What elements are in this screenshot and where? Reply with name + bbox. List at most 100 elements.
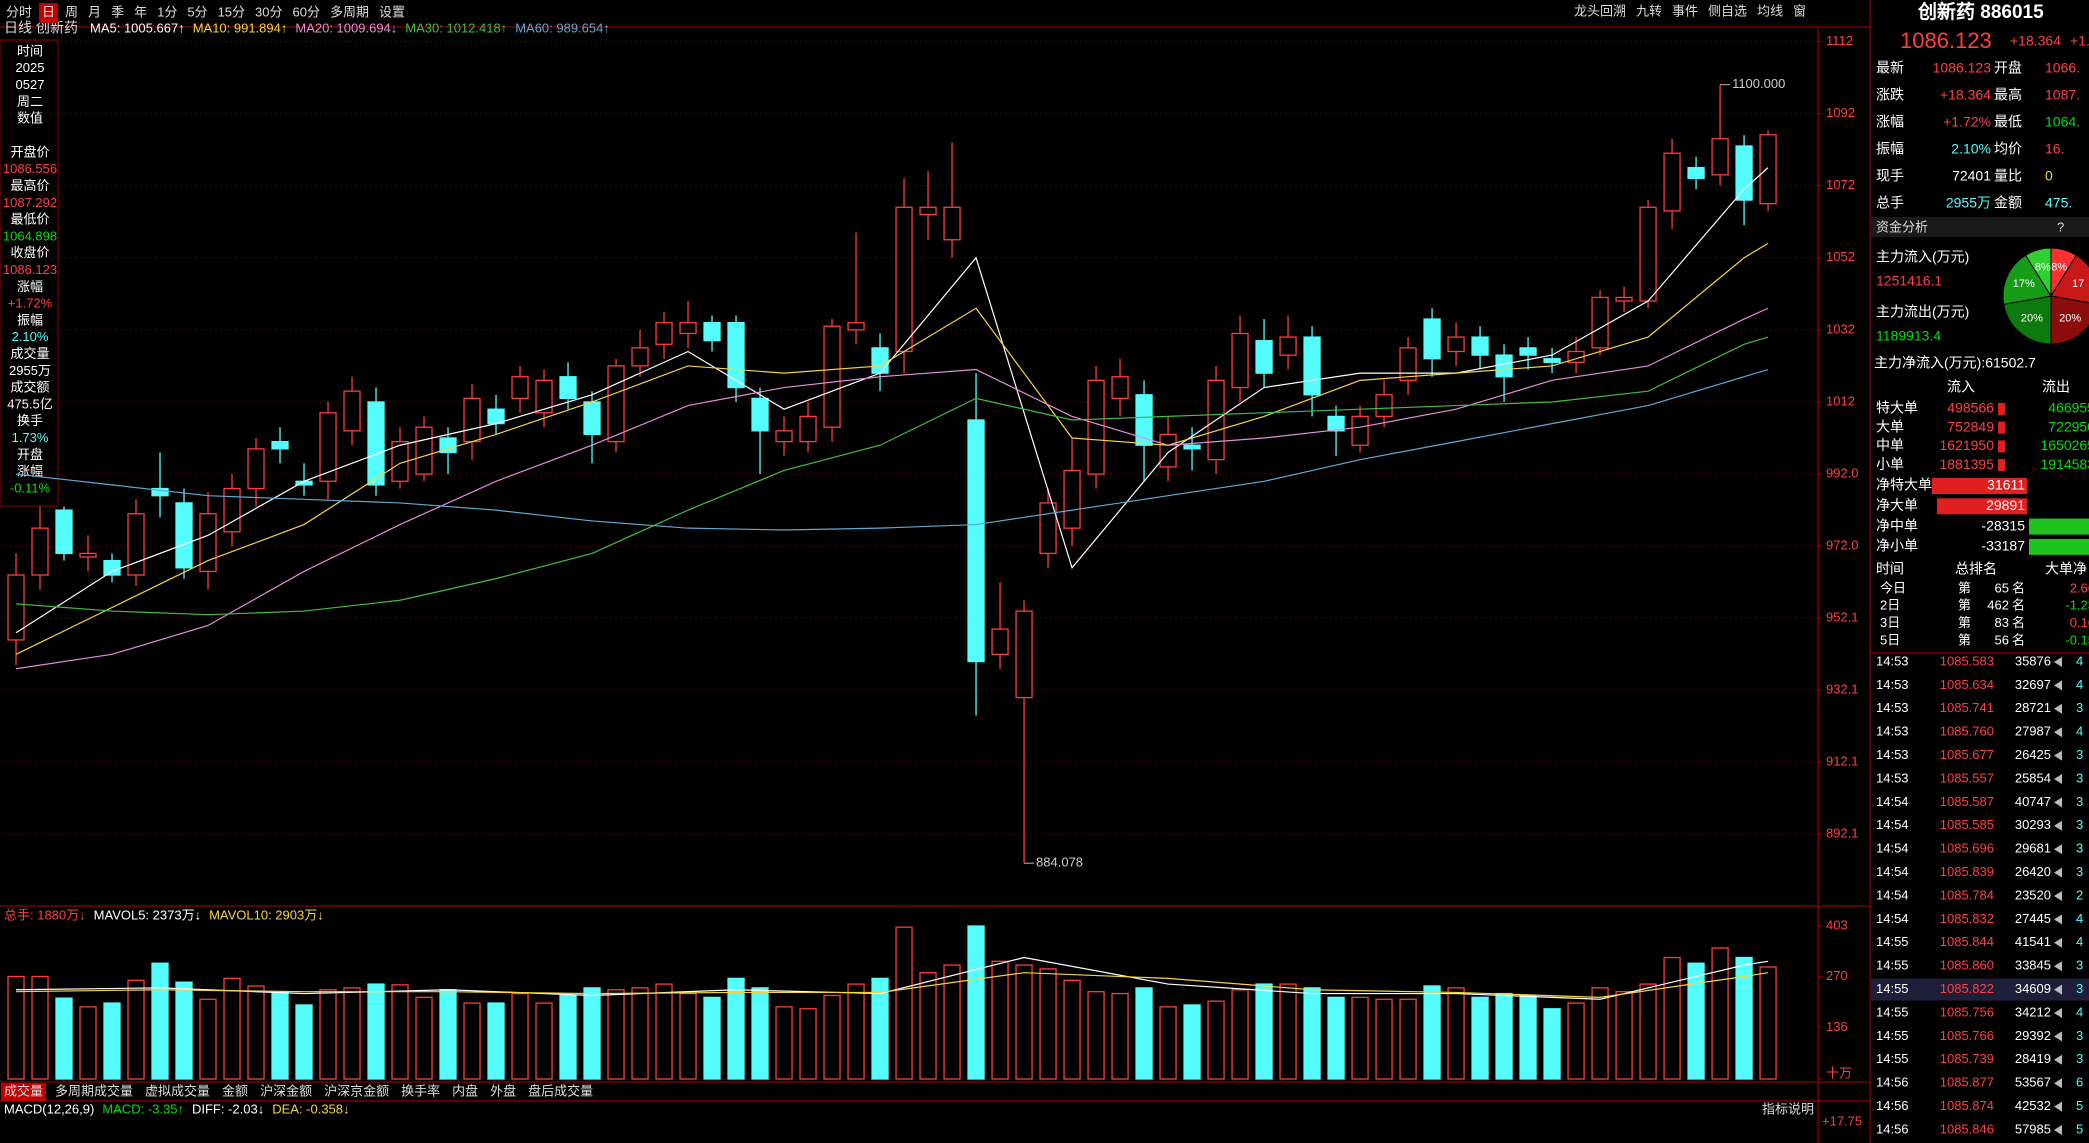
pane-tab[interactable]: 虚拟成交量 — [145, 1083, 210, 1098]
volume-bar — [247, 985, 265, 1080]
quote-value: 16. — [2045, 141, 2064, 157]
volume-bar — [439, 989, 457, 1080]
tick-time: 14:55 — [1876, 958, 1909, 973]
toolbar-tool[interactable]: 事件 — [1672, 3, 1698, 18]
tick-arrow — [2054, 891, 2062, 901]
rank-header: 总排名 — [1955, 561, 1997, 577]
table-value: 1914583 — [2040, 456, 2089, 472]
rank-net: -1.23 — [2065, 598, 2089, 613]
toolbar-tab[interactable]: 设置 — [379, 4, 405, 19]
table-value: 498566 — [1947, 400, 1994, 416]
volume-bar — [1759, 966, 1777, 1080]
toolbar-tool[interactable]: 窗 — [1793, 3, 1806, 18]
volume-bar — [943, 964, 961, 1080]
toolbar-tool[interactable]: 侧自选 — [1708, 3, 1747, 18]
tick-price: 1085.739 — [1940, 1051, 1994, 1066]
tick-arrow — [2054, 937, 2062, 948]
tick-volume: 29392 — [2015, 1028, 2051, 1043]
table-value: 1881395 — [1939, 456, 1994, 472]
pane-tab[interactable]: 沪深京金额 — [324, 1083, 389, 1098]
pane-tab[interactable]: 内盘 — [452, 1083, 478, 1098]
rank-text: 第 — [1958, 615, 1971, 630]
volume-bar — [151, 962, 169, 1080]
volume-bar — [415, 996, 433, 1080]
toolbar-tab[interactable]: 60分 — [293, 4, 320, 19]
volume-bar — [55, 997, 73, 1080]
toolbar-tab[interactable]: 多周期 — [330, 4, 369, 19]
toolbar-tab[interactable]: 年 — [134, 4, 147, 19]
info-text: 1087.292 — [3, 195, 57, 210]
candle-body — [799, 415, 817, 443]
candle-body — [439, 437, 457, 454]
tick-count: 5 — [2076, 1098, 2083, 1113]
pane-tab[interactable]: 盘后成交量 — [528, 1083, 593, 1098]
candle-body — [1519, 347, 1537, 356]
tick-volume: 26425 — [2015, 747, 2051, 762]
pie-slice — [2002, 254, 2052, 305]
quote-label: 最新 — [1876, 60, 1904, 76]
candle-body — [1255, 340, 1273, 374]
y-tick-label: 1092 — [1826, 105, 1855, 120]
toolbar-tab[interactable]: 分时 — [6, 4, 32, 19]
pane-tab[interactable]: 换手率 — [401, 1083, 440, 1098]
tick-count: 4 — [2076, 677, 2083, 692]
toolbar-tab[interactable]: 周 — [65, 4, 78, 19]
tick-arrow — [2054, 797, 2062, 808]
tick-price: 1085.846 — [1940, 1121, 1994, 1136]
net-value: -28315 — [1981, 517, 2025, 533]
help-button[interactable]: ? — [2057, 219, 2064, 234]
candle-body — [1543, 358, 1561, 363]
candle-body — [1159, 433, 1177, 468]
tick-volume: 42532 — [2015, 1098, 2051, 1113]
quote-value: 1064. — [2045, 114, 2080, 130]
help-button[interactable]: 指标说明 — [1762, 1101, 1814, 1116]
tick-volume: 27987 — [2015, 724, 2051, 739]
pane-tab[interactable]: 金额 — [222, 1083, 248, 1098]
y-tick-label: 912.1 — [1826, 754, 1859, 769]
table-marker — [1998, 459, 2005, 472]
tick-volume: 32697 — [2015, 677, 2051, 692]
candle-body — [1495, 354, 1513, 378]
toolbar-tool[interactable]: 均线 — [1757, 3, 1783, 18]
candle-body — [1135, 394, 1153, 446]
candle-body — [679, 322, 697, 335]
pie-label: 20% — [2021, 313, 2043, 325]
volume-bar — [679, 992, 697, 1080]
info-text: 涨幅 — [17, 279, 43, 294]
toolbar-tab[interactable]: 月 — [88, 4, 101, 19]
toolbar-tab[interactable]: 15分 — [218, 4, 245, 19]
tick-volume: 41541 — [2015, 934, 2051, 949]
tick-time: 14:53 — [1876, 653, 1909, 668]
candle-body — [1063, 469, 1081, 529]
tick-arrow — [2054, 727, 2062, 738]
tick-count: 5 — [2076, 1121, 2083, 1136]
toolbar-tab[interactable]: 日 — [42, 4, 55, 19]
y-tick-label: 1052 — [1826, 249, 1855, 264]
table-label: 小单 — [1876, 456, 1904, 472]
net-label: 净小单 — [1876, 538, 1918, 554]
net-bar — [2029, 538, 2089, 555]
y-tick-label: 972.0 — [1826, 538, 1859, 553]
tick-arrow — [2054, 774, 2062, 784]
toolbar-tool[interactable]: 九转 — [1636, 3, 1662, 18]
pane-tab[interactable]: 成交量 — [4, 1083, 43, 1098]
net-value: 29891 — [1986, 497, 2025, 513]
candle-body — [31, 527, 49, 576]
volume-header: 总手: 1880万↓ — [4, 907, 86, 922]
candle-body — [1279, 336, 1297, 356]
pie-label: 8% — [2035, 261, 2051, 273]
tick-time: 14:54 — [1876, 841, 1909, 856]
toolbar-tool[interactable]: 龙头回溯 — [1574, 3, 1626, 18]
y-tick-label: 十万 — [1826, 1065, 1852, 1080]
rank-period: 5日 — [1880, 632, 1900, 647]
tick-time: 14:54 — [1876, 911, 1909, 926]
tick-price: 1085.557 — [1940, 770, 1994, 785]
pane-tab[interactable]: 外盘 — [490, 1083, 516, 1098]
pane-tab[interactable]: 多周期成交量 — [55, 1083, 133, 1098]
toolbar-tab[interactable]: 5分 — [187, 4, 207, 19]
toolbar-tab[interactable]: 30分 — [255, 4, 282, 19]
toolbar-tab[interactable]: 季 — [111, 4, 124, 19]
toolbar-tab[interactable]: 1分 — [157, 4, 177, 19]
pane-tab[interactable]: 沪深金额 — [260, 1083, 312, 1098]
candle-body — [943, 206, 961, 241]
